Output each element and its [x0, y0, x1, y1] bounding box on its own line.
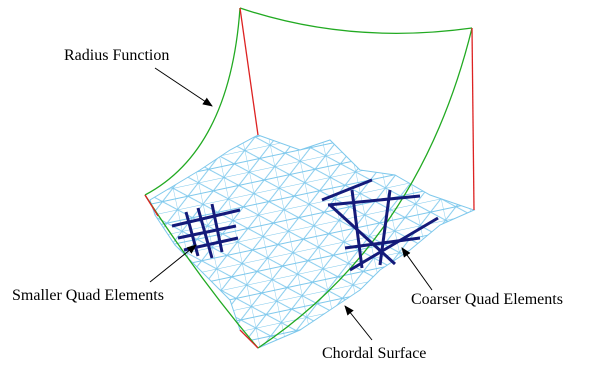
- label: Smaller Quad Elements: [12, 287, 164, 304]
- diagram: Radius Function Smaller Quad Elements Co…: [0, 0, 591, 366]
- label: Chordal Surface: [322, 345, 426, 362]
- label: Radius Function: [64, 47, 169, 64]
- label: Coarser Quad Elements: [411, 291, 563, 308]
- chordal-surface-mesh: [140, 125, 480, 355]
